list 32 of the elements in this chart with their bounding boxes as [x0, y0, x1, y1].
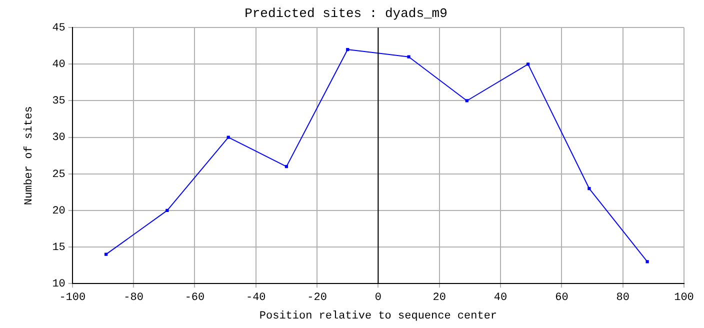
chart-title: Predicted sites : dyads_m9 — [244, 6, 448, 22]
point — [346, 48, 350, 52]
point — [226, 136, 230, 139]
y-tick-label: 10 — [52, 278, 66, 291]
x-tick-label: 100 — [674, 292, 694, 304]
point — [465, 99, 468, 102]
point — [104, 252, 108, 256]
x-tick-label: 0 — [374, 292, 382, 304]
y-tick-label: 35 — [52, 96, 66, 108]
point — [407, 55, 410, 58]
x-tick-label: -40 — [246, 292, 266, 304]
x-tick-label: 20 — [432, 292, 446, 304]
x-tick-label: -80 — [124, 292, 144, 304]
x-tick-label: 40 — [494, 292, 508, 304]
x-tick-label: -60 — [184, 292, 205, 304]
y-tick-label: 40 — [52, 59, 66, 72]
point — [646, 260, 649, 264]
y-tick-label: 20 — [52, 205, 66, 218]
x-tick-label: -100 — [59, 292, 86, 304]
point — [588, 186, 591, 190]
x-axis-title: Position relative to sequence center — [259, 310, 498, 322]
x-tick-label: 60 — [555, 292, 568, 304]
x-tick-label: 80 — [616, 292, 630, 304]
point — [526, 62, 530, 66]
point — [284, 165, 288, 168]
y-tick-label: 25 — [52, 168, 66, 181]
y-tick-label: 15 — [52, 242, 66, 254]
y-tick-label: 30 — [52, 132, 66, 144]
y-axis-title: Number of sites — [24, 106, 36, 206]
x-tick-label: -20 — [307, 292, 327, 304]
point — [166, 208, 169, 212]
y-tick-label: 45 — [52, 22, 66, 35]
